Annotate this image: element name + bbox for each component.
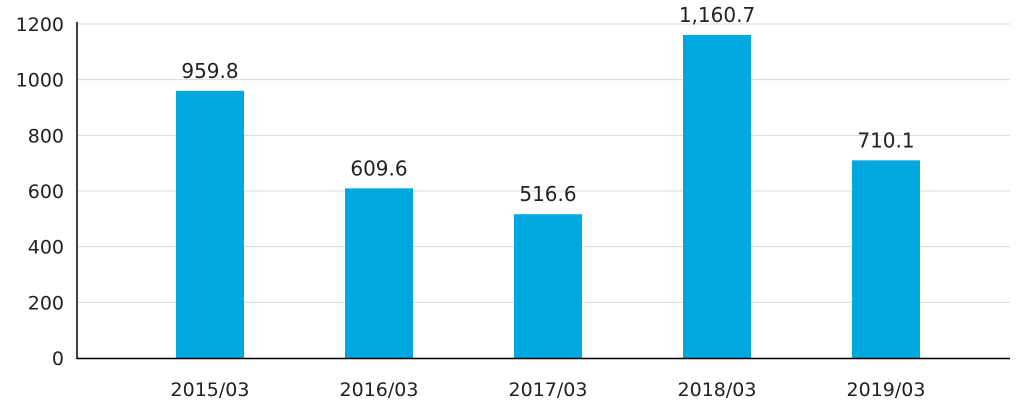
y-tick-label: 800 [28,125,64,147]
y-tick-label: 400 [28,237,64,259]
y-tick-label: 0 [52,348,64,370]
y-tick-label: 600 [28,181,64,203]
data-label: 710.1 [857,128,914,152]
bar [683,34,751,358]
bars [176,34,920,359]
bar [345,188,413,358]
y-tick-label: 1200 [16,14,64,36]
x-tick-label: 2019/03 [847,379,926,401]
data-label: 959.8 [181,59,238,83]
data-label: 609.6 [350,156,407,180]
bar [176,90,244,359]
bar [514,214,582,358]
data-label: 1,160.7 [679,3,755,27]
y-tick-label: 1000 [16,70,64,92]
x-tick-label: 2017/03 [509,379,588,401]
labels: 0 200 400 600 800 1000 1200 959.8 2015/03 609.6 20… [16,3,926,401]
bar [852,160,920,358]
y-tick-label: 200 [28,292,64,314]
x-tick-label: 2016/03 [340,379,419,401]
axes [76,22,1010,360]
data-label: 516.6 [519,182,576,206]
x-tick-label: 2018/03 [678,379,757,401]
x-tick-label: 2015/03 [171,379,250,401]
